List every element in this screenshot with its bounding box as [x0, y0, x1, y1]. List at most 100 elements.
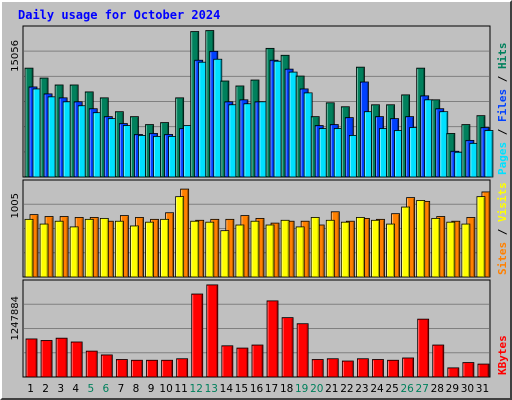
- bar-visits-day-22: [340, 221, 350, 278]
- day-label-20: 20: [310, 383, 323, 395]
- day-label-17: 17: [265, 383, 278, 395]
- day-label-7: 7: [118, 383, 125, 395]
- bar-visits-day-5: [84, 218, 94, 278]
- legend-visits: Visits: [496, 182, 509, 222]
- day-label-8: 8: [133, 383, 140, 395]
- bar-kbytes-day-21: [326, 358, 339, 378]
- bar-visits-day-26: [401, 206, 411, 278]
- day-label-25: 25: [385, 383, 398, 395]
- legend-sites: Sites: [496, 242, 509, 275]
- bar-kbytes-day-4: [70, 341, 83, 378]
- bar-kbytes-day-19: [296, 323, 309, 378]
- bar-pages-day-31: [484, 130, 494, 178]
- day-label-19: 19: [295, 383, 308, 395]
- day-label-11: 11: [174, 383, 187, 395]
- chart-title: Daily usage for October 2024: [18, 8, 220, 22]
- bar-kbytes-day-15: [236, 347, 249, 378]
- day-label-30: 30: [461, 383, 474, 395]
- day-label-16: 16: [250, 383, 264, 395]
- bar-visits-day-18: [280, 219, 290, 278]
- day-label-27: 27: [416, 383, 429, 395]
- day-label-1: 1: [27, 383, 34, 395]
- legend-hits: Hits: [496, 43, 509, 70]
- bar-visits-day-6: [99, 217, 109, 278]
- day-label-5: 5: [87, 383, 94, 395]
- legend-kbytes: KBytes: [496, 335, 509, 375]
- bar-visits-day-24: [371, 219, 380, 278]
- bar-kbytes-day-3: [55, 337, 68, 378]
- middle-bars: [24, 188, 491, 278]
- day-label-23: 23: [355, 383, 368, 395]
- bar-visits-day-11: [175, 196, 185, 278]
- bar-visits-day-21: [325, 219, 335, 278]
- bar-kbytes-day-20: [311, 359, 324, 378]
- top-panel: 15056 Pages / Files / Hits: [10, 25, 509, 178]
- bar-kbytes-day-6: [100, 354, 113, 378]
- bottom-y-max-label: 1247884: [10, 296, 21, 341]
- top-y-max-label: 15056: [10, 40, 21, 72]
- bar-visits-day-3: [54, 220, 64, 278]
- day-label-6: 6: [103, 383, 110, 395]
- bottom-bars: [25, 284, 490, 378]
- day-label-26: 26: [400, 383, 414, 395]
- bar-kbytes-day-10: [161, 359, 173, 378]
- middle-y-max-label: 1005: [10, 193, 21, 218]
- day-label-14: 14: [220, 383, 234, 395]
- bar-kbytes-day-7: [115, 359, 128, 378]
- bar-kbytes-day-2: [40, 340, 53, 378]
- day-label-24: 24: [370, 383, 384, 395]
- bar-visits-day-23: [356, 217, 365, 278]
- bar-kbytes-day-5: [85, 350, 98, 378]
- bar-kbytes-day-23: [357, 358, 369, 378]
- bar-kbytes-day-11: [176, 358, 189, 378]
- bar-visits-day-13: [205, 221, 215, 278]
- day-label-31: 31: [476, 383, 489, 395]
- bar-visits-day-28: [431, 217, 441, 278]
- bar-kbytes-day-28: [432, 344, 445, 378]
- day-label-12: 12: [190, 383, 203, 395]
- bar-visits-day-9: [145, 221, 154, 278]
- day-label-18: 18: [280, 383, 293, 395]
- bar-kbytes-day-14: [221, 345, 234, 378]
- legend-files: Files: [496, 89, 509, 122]
- day-label-28: 28: [431, 383, 444, 395]
- bar-visits-day-7: [114, 220, 124, 278]
- day-label-29: 29: [446, 383, 459, 395]
- day-label-4: 4: [72, 383, 79, 395]
- day-label-22: 22: [340, 383, 353, 395]
- day-label-10: 10: [159, 383, 172, 395]
- bar-kbytes-day-18: [281, 317, 294, 378]
- bar-kbytes-day-27: [417, 318, 430, 378]
- bar-visits-day-31: [476, 196, 486, 278]
- bar-kbytes-day-17: [266, 300, 279, 378]
- bar-kbytes-day-24: [372, 359, 384, 378]
- bar-visits-day-16: [250, 220, 260, 278]
- bar-visits-day-29: [446, 221, 456, 278]
- day-label-2: 2: [42, 383, 49, 395]
- x-axis-day-labels: 1 2 3 4 5 6 7 8 9 10 11 12 13 14 15 16 17 18 19 20 21 22 23 24 2…: [27, 383, 489, 395]
- bar-visits-day-8: [130, 225, 139, 278]
- bar-visits-day-1: [24, 218, 34, 278]
- day-label-3: 3: [57, 383, 64, 395]
- bar-kbytes-day-12: [191, 293, 204, 378]
- top-bars: [24, 30, 494, 178]
- bar-visits-day-4: [69, 226, 79, 278]
- bar-kbytes-day-1: [25, 338, 38, 378]
- middle-legend: Sites / Visits: [496, 182, 509, 275]
- bar-visits-day-17: [265, 224, 275, 278]
- bar-kbytes-day-30: [462, 362, 475, 378]
- top-legend: Pages / Files / Hits: [496, 43, 509, 176]
- bottom-legend: KBytes: [496, 335, 509, 375]
- bar-visits-day-14: [220, 230, 230, 278]
- bar-visits-day-27: [416, 200, 426, 278]
- bar-visits-day-15: [235, 224, 245, 278]
- day-label-9: 9: [148, 383, 155, 395]
- legend-pages: Pages: [496, 142, 509, 175]
- bar-visits-day-30: [461, 223, 471, 278]
- bar-kbytes-day-16: [251, 344, 264, 378]
- bar-kbytes-day-29: [447, 367, 460, 378]
- day-label-21: 21: [325, 383, 338, 395]
- bar-visits-day-25: [386, 223, 395, 278]
- bar-visits-day-19: [295, 226, 305, 278]
